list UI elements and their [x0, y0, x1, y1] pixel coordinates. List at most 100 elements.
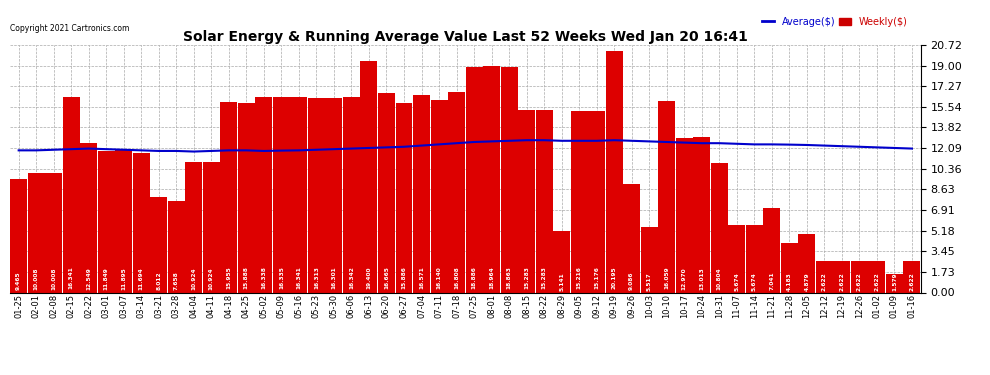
Bar: [378, 93, 395, 292]
Bar: [326, 98, 343, 292]
Bar: [290, 97, 308, 292]
Text: 5.674: 5.674: [735, 272, 740, 291]
Bar: [676, 138, 693, 292]
Bar: [62, 97, 80, 292]
Text: 12.549: 12.549: [86, 267, 91, 290]
Text: 16.342: 16.342: [348, 267, 354, 290]
Text: 16.338: 16.338: [261, 267, 266, 290]
Title: Solar Energy & Running Average Value Last 52 Weeks Wed Jan 20 16:41: Solar Energy & Running Average Value Las…: [183, 30, 747, 44]
Bar: [904, 261, 921, 292]
Text: 2.622: 2.622: [840, 272, 844, 291]
Bar: [185, 162, 202, 292]
Bar: [221, 102, 238, 292]
Text: 8.012: 8.012: [156, 272, 161, 290]
Text: 2.622: 2.622: [857, 272, 862, 291]
Text: 5.141: 5.141: [559, 272, 564, 291]
Text: 5.674: 5.674: [751, 272, 756, 291]
Bar: [343, 97, 360, 292]
Text: 10.924: 10.924: [191, 267, 196, 290]
Text: 10.008: 10.008: [51, 268, 56, 290]
Bar: [167, 201, 185, 292]
Text: 15.955: 15.955: [227, 267, 232, 290]
Text: 18.886: 18.886: [471, 266, 476, 289]
Text: 16.665: 16.665: [384, 267, 389, 290]
Bar: [588, 111, 605, 292]
Bar: [483, 66, 500, 292]
Text: 15.216: 15.216: [576, 267, 582, 290]
Text: 2.622: 2.622: [822, 272, 827, 291]
Bar: [501, 67, 518, 292]
Bar: [850, 261, 868, 292]
Bar: [606, 51, 623, 292]
Bar: [10, 180, 27, 292]
Bar: [553, 231, 570, 292]
Text: 15.888: 15.888: [244, 267, 248, 290]
Text: 19.400: 19.400: [366, 267, 371, 289]
Text: 15.176: 15.176: [594, 267, 599, 290]
Bar: [886, 274, 903, 292]
Bar: [465, 67, 482, 292]
Text: 11.694: 11.694: [139, 267, 144, 290]
Bar: [536, 110, 552, 292]
Bar: [255, 98, 272, 292]
Text: 7.041: 7.041: [769, 272, 774, 291]
Text: 2.622: 2.622: [910, 272, 915, 291]
Bar: [273, 98, 290, 292]
Text: 15.283: 15.283: [542, 267, 546, 290]
Bar: [711, 164, 728, 292]
Text: 16.140: 16.140: [437, 267, 442, 290]
Text: 10.924: 10.924: [209, 267, 214, 290]
Text: 11.849: 11.849: [104, 267, 109, 290]
Text: 18.964: 18.964: [489, 266, 494, 289]
Text: 10.008: 10.008: [34, 268, 39, 290]
Legend: Average($), Weekly($): Average($), Weekly($): [758, 13, 912, 31]
Text: Copyright 2021 Cartronics.com: Copyright 2021 Cartronics.com: [10, 24, 130, 33]
Bar: [448, 92, 465, 292]
Text: 2.622: 2.622: [874, 272, 879, 291]
Bar: [641, 226, 657, 292]
Text: 16.341: 16.341: [296, 267, 301, 290]
Bar: [518, 110, 536, 292]
Bar: [115, 150, 133, 292]
Bar: [28, 173, 45, 292]
Text: 4.183: 4.183: [787, 272, 792, 291]
Text: 16.301: 16.301: [332, 267, 337, 290]
Bar: [745, 225, 763, 292]
Bar: [203, 162, 220, 292]
Text: 16.313: 16.313: [314, 267, 319, 290]
Bar: [360, 61, 377, 292]
Bar: [238, 103, 254, 292]
Text: 12.970: 12.970: [682, 267, 687, 290]
Bar: [763, 209, 780, 292]
Bar: [413, 94, 430, 292]
Text: 16.808: 16.808: [454, 267, 459, 289]
Bar: [798, 234, 816, 292]
Text: 7.658: 7.658: [174, 272, 179, 290]
Text: 16.571: 16.571: [419, 267, 424, 290]
Bar: [570, 111, 588, 292]
Bar: [431, 100, 447, 292]
Bar: [658, 100, 675, 292]
Text: 1.579: 1.579: [892, 273, 897, 291]
Bar: [781, 243, 798, 292]
Bar: [308, 98, 325, 292]
Text: 15.283: 15.283: [524, 267, 529, 290]
Bar: [623, 184, 641, 292]
Text: 18.863: 18.863: [507, 266, 512, 289]
Text: 5.517: 5.517: [646, 272, 651, 291]
Text: 16.335: 16.335: [279, 267, 284, 290]
Bar: [868, 261, 885, 292]
Text: 16.341: 16.341: [68, 267, 73, 290]
Text: 20.195: 20.195: [612, 266, 617, 289]
Text: 9.086: 9.086: [630, 272, 635, 290]
Text: 15.886: 15.886: [402, 267, 407, 290]
Bar: [395, 103, 413, 292]
Text: 13.013: 13.013: [699, 267, 704, 290]
Bar: [150, 197, 167, 292]
Bar: [729, 225, 745, 292]
Bar: [133, 153, 149, 292]
Text: 11.895: 11.895: [121, 267, 127, 290]
Text: 9.465: 9.465: [16, 272, 21, 290]
Text: 10.804: 10.804: [717, 267, 722, 290]
Bar: [80, 142, 97, 292]
